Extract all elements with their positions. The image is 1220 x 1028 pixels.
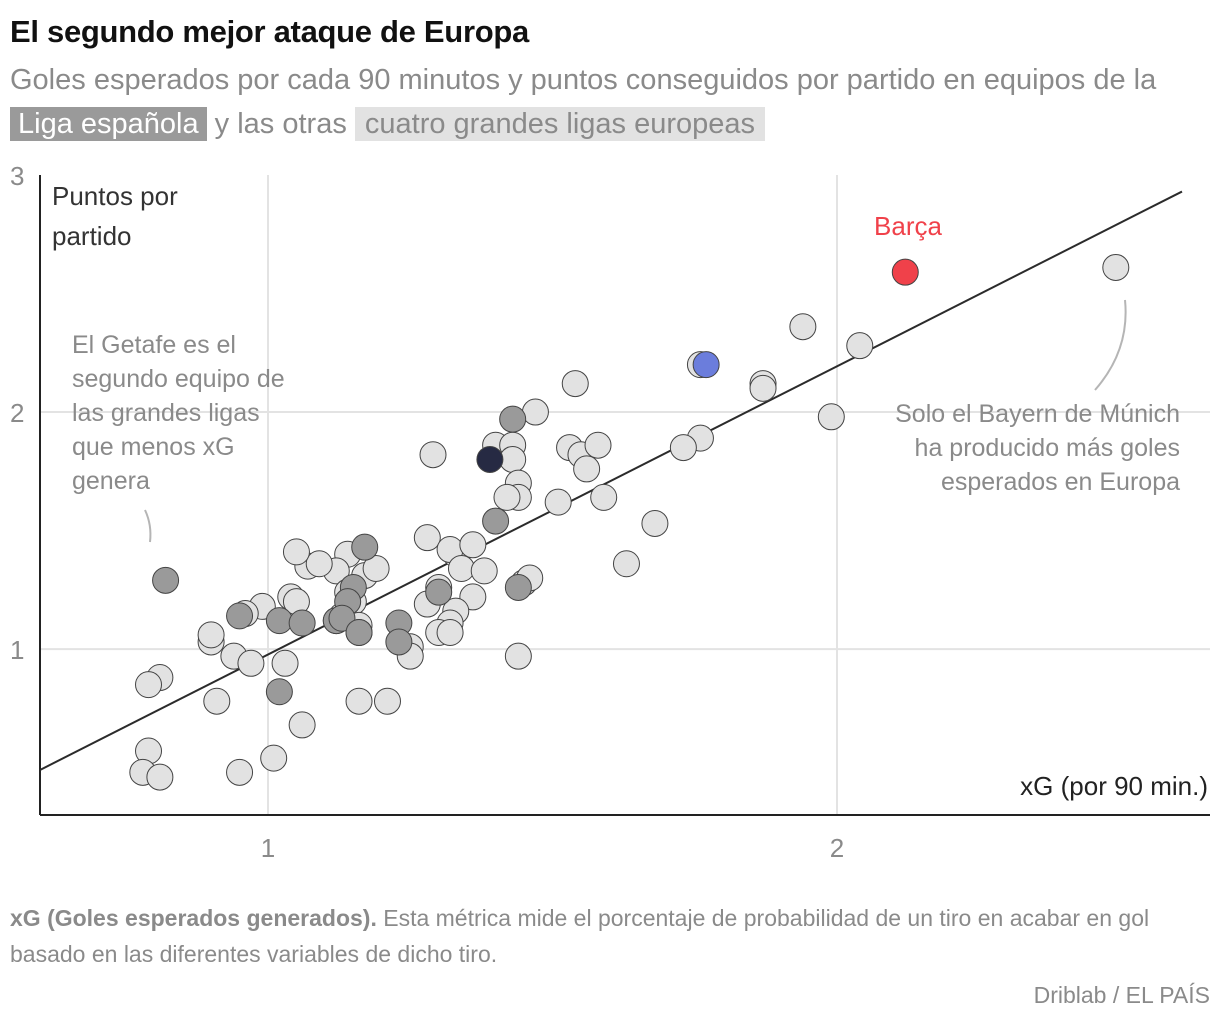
point-spain xyxy=(351,533,379,561)
getafe-annotation-line: genera xyxy=(72,467,150,495)
point-other xyxy=(493,483,521,511)
point-other xyxy=(749,374,777,402)
x-tick-label: 1 xyxy=(261,833,275,863)
point-other xyxy=(459,531,487,559)
x-tick-label: 2 xyxy=(830,833,844,863)
point-other xyxy=(146,763,174,791)
point-other xyxy=(305,550,333,578)
point-spain xyxy=(226,602,254,630)
bayern-annotation-line: Solo el Bayern de Múnich xyxy=(895,400,1180,428)
point-other xyxy=(271,649,299,677)
scatter-chart: 1 2 3 1 2 Puntos por partido xG (por 90 min.) B… xyxy=(10,161,1210,863)
point-other xyxy=(413,524,441,552)
point-other xyxy=(197,621,225,649)
point-spain xyxy=(482,507,510,535)
x-axis-label: xG (por 90 min.) xyxy=(1020,771,1208,801)
footnote-text: Esta métrica mide el porcentaje de proba… xyxy=(10,905,1150,967)
point-other xyxy=(419,441,447,469)
point-barca xyxy=(891,258,919,286)
point-other xyxy=(345,687,373,715)
y-tick-label: 3 xyxy=(10,161,24,191)
point-spain xyxy=(385,628,413,656)
point-other xyxy=(846,332,874,360)
point-other xyxy=(669,434,697,462)
point-other xyxy=(447,554,475,582)
point-other xyxy=(504,642,532,670)
bayern-annotation-line: ha producido más goles xyxy=(915,434,1180,462)
point-other xyxy=(436,618,464,646)
point-other xyxy=(612,550,640,578)
point-other xyxy=(789,313,817,341)
point-real-madrid xyxy=(692,351,720,379)
point-other xyxy=(470,557,498,585)
point-other xyxy=(135,671,163,699)
getafe-leader-line xyxy=(144,509,152,543)
trend-line xyxy=(39,190,1183,771)
footnote: xG (Goles esperados generados). Esta mét… xyxy=(10,900,1210,972)
point-other xyxy=(362,554,390,582)
y-tick-label: 1 xyxy=(10,635,24,665)
y-axis-label-line1: Puntos por xyxy=(52,181,178,211)
chart-title: El segundo mejor ataque de Europa xyxy=(10,14,529,49)
point-spain xyxy=(425,578,453,606)
point-atletico xyxy=(476,445,504,473)
chart-labels: Puntos por partido xG (por 90 min.) Barça El… xyxy=(52,181,1208,801)
point-other xyxy=(260,744,288,772)
point-other xyxy=(584,431,612,459)
point-spain xyxy=(345,618,373,646)
point-other xyxy=(373,687,401,715)
point-other xyxy=(561,370,589,398)
legend-other-highlight: cuatro grandes ligas europeas xyxy=(354,107,766,141)
point-other xyxy=(282,538,310,566)
point-spain xyxy=(265,678,293,706)
chart-ticks: 1 2 3 1 2 xyxy=(10,161,844,863)
bayern-annotation-line: esperados en Europa xyxy=(941,468,1180,496)
getafe-annotation-line: las grandes ligas xyxy=(72,399,260,427)
point-other xyxy=(544,488,572,516)
chart-axes xyxy=(39,175,1210,816)
chart-subtitle: Goles esperados por cada 90 minutos y pu… xyxy=(10,58,1210,146)
barca-label: Barça xyxy=(874,211,942,241)
point-other xyxy=(288,711,316,739)
point-other xyxy=(521,398,549,426)
bayern-leader-line xyxy=(1094,299,1127,391)
point-other xyxy=(226,758,254,786)
point-spain xyxy=(499,405,527,433)
legend-spain-highlight: Liga española xyxy=(10,107,207,141)
y-tick-label: 2 xyxy=(10,398,24,428)
point-other xyxy=(499,445,527,473)
y-axis-label-line2: partido xyxy=(52,221,132,251)
point-spain xyxy=(288,609,316,637)
getafe-annotation-line: El Getafe es el xyxy=(72,331,236,359)
getafe-annotation-line: que menos xG xyxy=(72,433,235,461)
point-other xyxy=(237,649,265,677)
point-other xyxy=(573,455,601,483)
footnote-term: xG (Goles esperados generados). xyxy=(10,905,377,931)
point-other xyxy=(590,483,618,511)
point-other xyxy=(641,509,669,537)
point-spain xyxy=(504,573,532,601)
source-credit: Driblab / EL PAÍS xyxy=(1033,982,1210,1008)
data-points xyxy=(129,253,1130,791)
point-other xyxy=(817,403,845,431)
subtitle-text-1: Goles esperados por cada 90 minutos y pu… xyxy=(10,64,1157,96)
point-spain xyxy=(265,607,293,635)
point-other xyxy=(203,687,231,715)
getafe-annotation-line: segundo equipo de xyxy=(72,365,285,393)
point-spain xyxy=(152,566,180,594)
point-other xyxy=(1102,253,1130,281)
annotation-lines xyxy=(144,299,1127,543)
subtitle-text-2: y las otras xyxy=(206,108,355,140)
trend-line-group xyxy=(39,190,1183,771)
